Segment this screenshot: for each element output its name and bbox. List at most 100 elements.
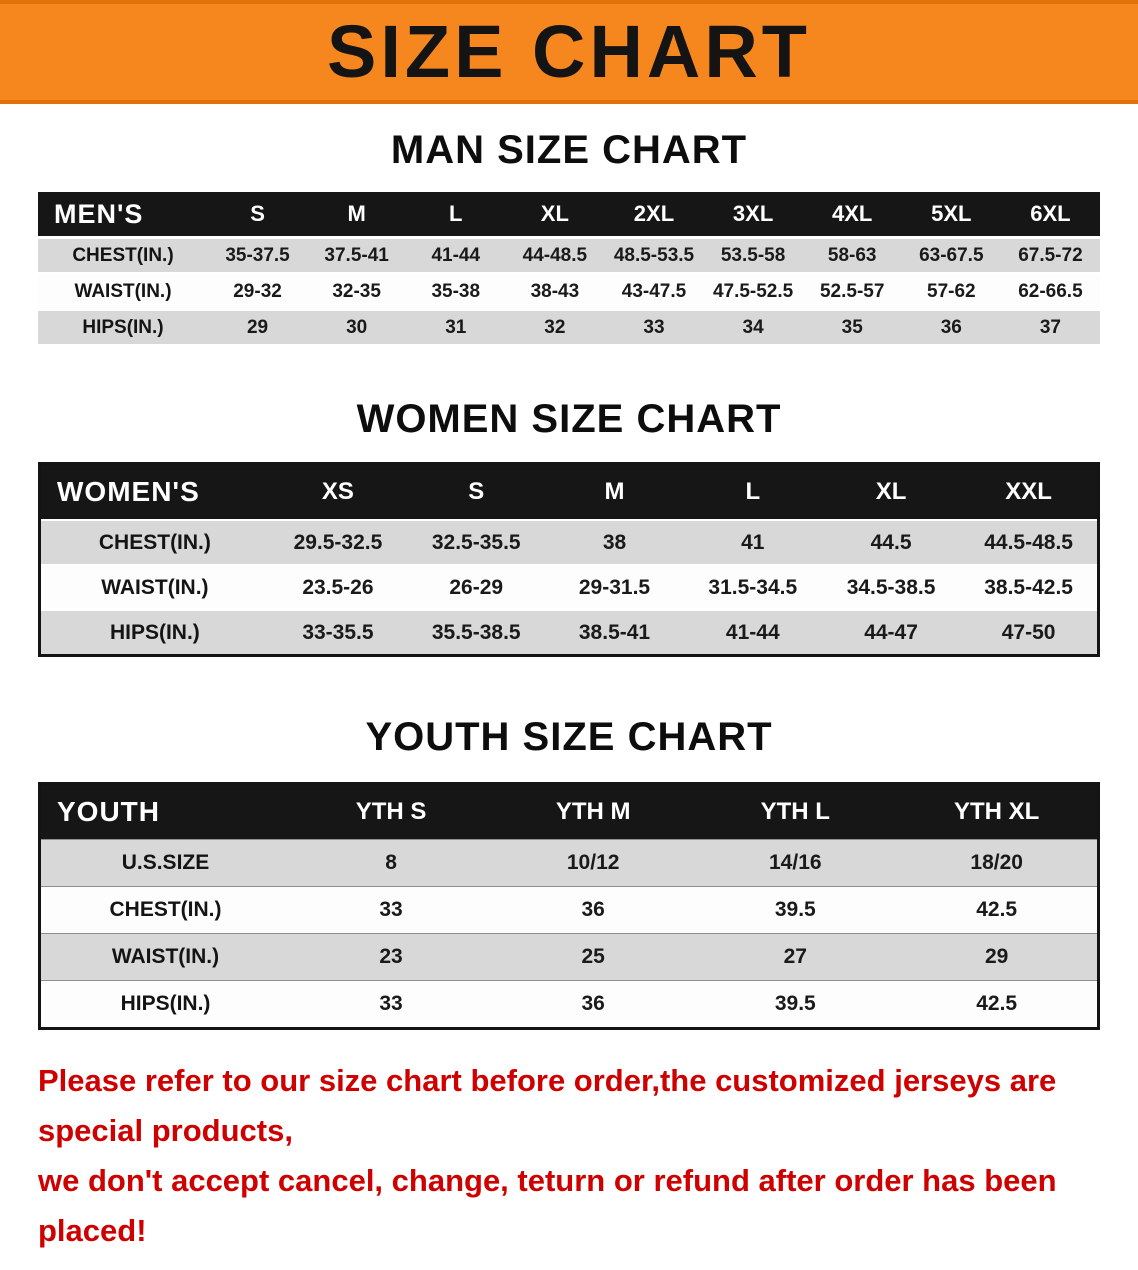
- row-label: HIPS(IN.): [109, 620, 200, 644]
- size-value-cell: 33-35.5: [302, 620, 374, 644]
- size-column-header: S: [407, 463, 546, 520]
- table-header-row: MEN'S S M L XL 2XL 3XL 4XL 5XL 6XL: [38, 192, 1100, 236]
- table-header-row: WOMEN'S XS S M L XL XXL: [39, 463, 1099, 520]
- row-label: CHEST(IN.): [72, 244, 174, 266]
- size-value-cell: 41-44: [725, 620, 780, 644]
- size-value-cell: 23.5-26: [302, 575, 374, 599]
- size-column-header: YTH M: [492, 783, 695, 840]
- size-value-cell: 67.5-72: [1018, 244, 1083, 266]
- table-title-cell: YOUTH: [39, 783, 290, 840]
- size-value-cell: 53.5-58: [720, 244, 786, 266]
- size-value-cell: 62-66.5: [1018, 280, 1083, 302]
- measurement-row: WAIST(IN.) 23.5-26 26-29 29-31.5 31.5-34.5 34…: [39, 565, 1099, 610]
- size-value-cell: 57-62: [927, 280, 976, 302]
- size-value-cell: 35-38: [431, 280, 481, 302]
- measurement-row: HIPS(IN.) 33-35.5 35.5-38.5 38.5-41 41-44 44-…: [39, 610, 1099, 656]
- size-value-cell: 32: [544, 316, 566, 338]
- measurement-row: CHEST(IN.) 35-37.5 37.5-41 41-44 44-48.5 48.5…: [38, 239, 1100, 272]
- table-title-cell: WOMEN'S: [39, 463, 269, 520]
- banner: SIZE CHART: [0, 0, 1138, 104]
- size-value-cell: 35: [841, 316, 863, 338]
- size-value-cell: 36: [581, 992, 605, 1015]
- size-value-cell: 34: [742, 316, 764, 338]
- row-label: CHEST(IN.): [98, 530, 211, 554]
- size-value-cell: 29-31.5: [578, 575, 651, 599]
- size-column-header: 5XL: [901, 192, 1001, 236]
- size-column-header: L: [683, 463, 822, 520]
- size-value-cell: 37.5-41: [324, 244, 389, 266]
- size-column-header: YTH L: [694, 783, 897, 840]
- size-value-cell: 32-35: [332, 280, 381, 302]
- row-label: HIPS(IN.): [120, 992, 211, 1015]
- size-column-header: 6XL: [1000, 192, 1100, 236]
- size-value-cell: 8: [385, 851, 397, 874]
- size-value-cell: 27: [783, 945, 807, 968]
- measurement-row: CHEST(IN.) 33 36 39.5 42.5: [39, 886, 1099, 934]
- youth-section-heading: YOUTH SIZE CHART: [365, 715, 773, 759]
- size-column-header: YTH XL: [896, 783, 1099, 840]
- size-value-cell: 63-67.5: [919, 244, 984, 266]
- size-value-cell: 39.5: [774, 992, 816, 1015]
- size-value-cell: 33: [379, 898, 403, 921]
- size-value-cell: 30: [346, 316, 368, 338]
- women-size-section: WOMEN SIZE CHART WOMEN'S XS S M L XL XXL CHEST(…: [0, 397, 1138, 657]
- size-value-cell: 38-43: [530, 280, 580, 302]
- youth-size-table: YOUTH YTH S YTH M YTH L YTH XL U.S.SIZE 8 10/12…: [38, 782, 1100, 1030]
- size-column-header: XL: [821, 463, 961, 520]
- row-label: WAIST(IN.): [74, 280, 172, 302]
- size-value-cell: 35-37.5: [225, 244, 290, 266]
- measurement-row: WAIST(IN.) 29-32 32-35 35-38 38-43 43-47.5 47.…: [38, 275, 1100, 308]
- size-value-cell: 47.5-52.5: [712, 280, 794, 302]
- size-value-cell: 29: [984, 945, 1009, 968]
- size-value-cell: 44.5-48.5: [984, 530, 1073, 554]
- measurement-row: CHEST(IN.) 29.5-32.5 32.5-35.5 38 41 44.5 44.5…: [39, 520, 1099, 565]
- page-title: SIZE CHART: [327, 10, 811, 93]
- size-value-cell: 18/20: [970, 851, 1023, 874]
- size-value-cell: 58-63: [827, 244, 877, 266]
- measurement-row: U.S.SIZE 8 10/12 14/16 18/20: [39, 839, 1099, 887]
- youth-size-section: YOUTH SIZE CHART YOUTH YTH S YTH M YTH L YTH…: [0, 715, 1138, 1030]
- size-column-header: S: [207, 192, 308, 236]
- size-value-cell: 32.5-35.5: [431, 530, 521, 554]
- size-value-cell: 48.5-53.5: [613, 244, 695, 266]
- size-column-header: XL: [505, 192, 605, 236]
- table-title-cell: MEN'S: [38, 192, 208, 236]
- size-column-header: L: [406, 192, 506, 236]
- size-value-cell: 43-47.5: [621, 280, 687, 302]
- size-column-header: YTH S: [289, 783, 493, 840]
- size-column-header: 2XL: [604, 192, 704, 236]
- row-label: U.S.SIZE: [121, 851, 210, 874]
- size-value-cell: 38.5-41: [578, 620, 651, 644]
- size-column-header: 3XL: [703, 192, 803, 236]
- size-value-cell: 37: [1039, 316, 1061, 338]
- women-section-heading: WOMEN SIZE CHART: [356, 397, 782, 441]
- size-value-cell: 10/12: [566, 851, 620, 874]
- row-label: WAIST(IN.): [101, 575, 209, 599]
- size-value-cell: 36: [940, 316, 962, 338]
- size-value-cell: 38.5-42.5: [984, 575, 1073, 599]
- size-value-cell: 44.5: [870, 530, 912, 554]
- size-value-cell: 36: [581, 898, 605, 921]
- size-value-cell: 23: [379, 945, 403, 968]
- size-value-cell: 31.5-34.5: [708, 575, 798, 599]
- measurement-row: HIPS(IN.) 29 30 31 32 33 34 35 36 37: [38, 311, 1100, 344]
- men-size-section: MAN SIZE CHART MEN'S S M L XL 2XL 3XL 4XL 5XL 6XL…: [0, 128, 1138, 347]
- size-value-cell: 33: [643, 316, 665, 338]
- size-column-header: XXL: [960, 463, 1099, 520]
- row-label: CHEST(IN.): [109, 898, 222, 921]
- size-value-cell: 25: [581, 945, 605, 968]
- size-value-cell: 33: [379, 992, 403, 1015]
- size-value-cell: 31: [445, 316, 467, 338]
- table-header-row: YOUTH YTH S YTH M YTH L YTH XL: [39, 783, 1099, 840]
- women-size-table: WOMEN'S XS S M L XL XXL CHEST(IN.) 29.5-32.5 32.5…: [38, 462, 1100, 657]
- size-value-cell: 41: [741, 530, 765, 554]
- size-value-cell: 52.5-57: [819, 280, 885, 302]
- size-value-cell: 29: [246, 316, 269, 338]
- size-value-cell: 26-29: [449, 575, 504, 599]
- size-value-cell: 35.5-38.5: [431, 620, 521, 644]
- disclaimer-line-1: Please refer to our size chart before or…: [38, 1063, 1057, 1148]
- row-label: WAIST(IN.): [111, 945, 220, 968]
- size-value-cell: 44-47: [864, 620, 918, 644]
- disclaimer: Please refer to our size chart before or…: [0, 1056, 1138, 1270]
